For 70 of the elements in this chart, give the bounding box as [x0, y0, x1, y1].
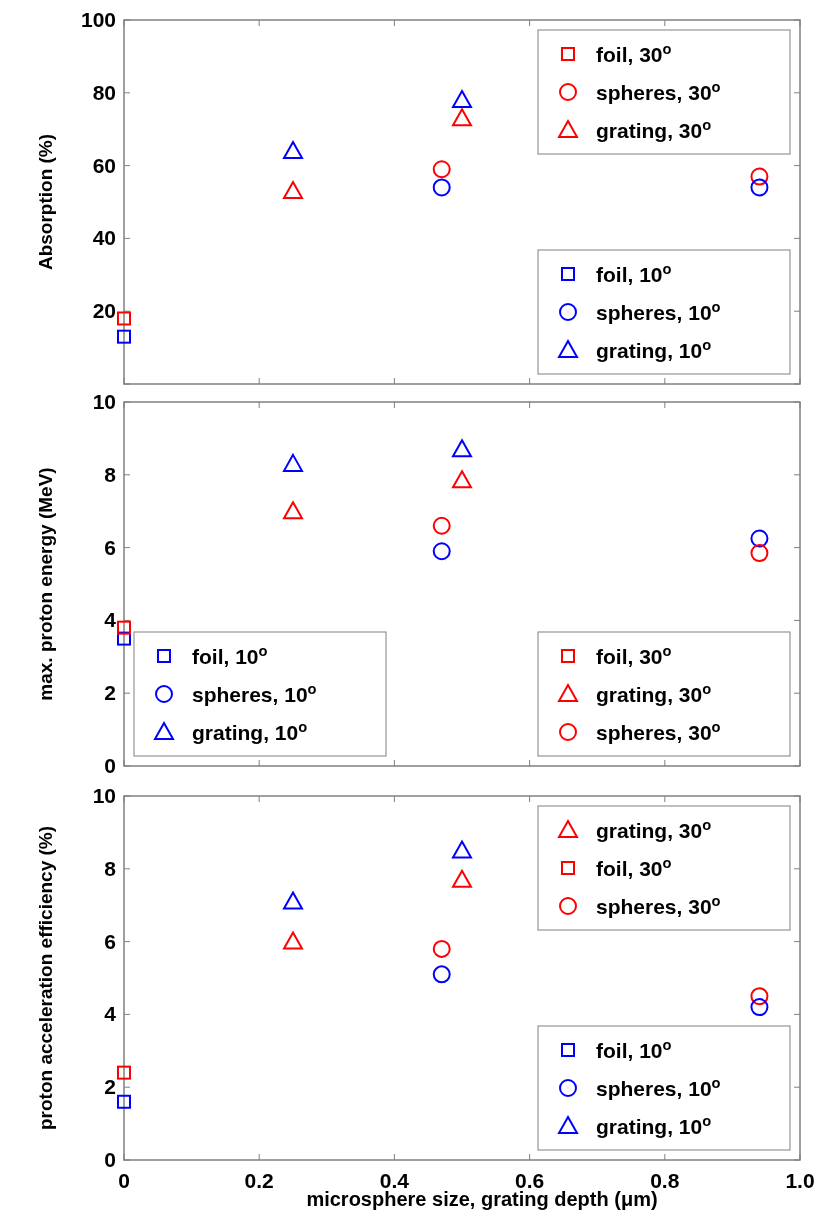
legend-label: grating, 10$^{o}$: [192, 719, 308, 744]
point: [283, 891, 303, 910]
legend-label: foil, 10$^{o}$: [596, 1037, 672, 1062]
point: [432, 160, 451, 179]
legend-label: grating, 30$^{o}$: [596, 681, 712, 706]
y-axis-title: max. proton energy (MeV): [35, 467, 56, 701]
point: [117, 311, 131, 326]
y-axis-title: proton acceleration efficiency (%): [35, 825, 56, 1131]
point: [452, 439, 472, 458]
point: [283, 931, 303, 950]
point: [750, 544, 769, 563]
point: [452, 470, 472, 489]
point: [432, 965, 451, 984]
legend-label: grating, 10$^{o}$: [596, 337, 712, 362]
y-tick-label: 0: [104, 754, 116, 777]
legend-label: foil, 30$^{o}$: [596, 41, 672, 66]
legend-label: foil, 30$^{o}$: [596, 643, 672, 668]
legend-label: foil, 30$^{o}$: [596, 855, 672, 880]
legend-label: spheres, 10$^{o}$: [596, 299, 721, 324]
y-tick-label: 6: [104, 929, 116, 953]
point: [117, 620, 131, 635]
y-tick-label: 2: [104, 1075, 116, 1099]
point: [432, 178, 451, 197]
y-tick-label: 0: [104, 1148, 116, 1171]
legend-label: spheres, 30$^{o}$: [596, 719, 721, 744]
point: [452, 108, 472, 127]
y-tick-label: 10: [92, 784, 116, 807]
y-tick-label: 8: [104, 856, 117, 880]
y-axis-title: Absorption (%): [35, 133, 56, 271]
y-tick-label: 10: [92, 390, 116, 413]
x-tick-label: 0.2: [244, 1169, 274, 1192]
x-tick-label: 1.0: [785, 1169, 815, 1192]
y-tick-label: 40: [92, 226, 116, 250]
point: [117, 1094, 131, 1109]
point: [117, 631, 131, 646]
y-tick-label: 2: [104, 681, 116, 705]
point: [750, 987, 769, 1006]
legend-label: spheres, 30$^{o}$: [596, 79, 721, 104]
point: [750, 178, 769, 197]
y-tick-label: 60: [92, 153, 116, 177]
y-tick-label: 100: [80, 8, 116, 31]
y-tick-label: 80: [92, 80, 116, 104]
legend-label: foil, 10$^{o}$: [596, 261, 672, 286]
y-tick-label: 4: [104, 1002, 117, 1026]
y-tick-label: 8: [104, 462, 117, 486]
point: [452, 869, 472, 888]
legend-label: grating, 30$^{o}$: [596, 817, 712, 842]
point: [750, 167, 769, 186]
legend-label: spheres, 10$^{o}$: [192, 681, 317, 706]
point: [283, 141, 303, 160]
point: [283, 501, 303, 520]
point: [283, 181, 303, 200]
legend-label: spheres, 10$^{o}$: [596, 1075, 721, 1100]
point: [432, 516, 451, 535]
point: [452, 90, 472, 109]
point: [750, 998, 769, 1017]
point: [452, 840, 472, 859]
point: [117, 1065, 131, 1080]
point: [750, 529, 769, 548]
point: [432, 939, 451, 958]
legend-label: spheres, 30$^{o}$: [596, 893, 721, 918]
legend-label: grating, 10$^{o}$: [596, 1113, 712, 1138]
y-tick-label: 6: [104, 535, 116, 559]
y-tick-label: 20: [92, 299, 116, 323]
y-tick-label: 4: [104, 608, 117, 632]
point: [117, 329, 131, 344]
legend-label: grating, 30$^{o}$: [596, 117, 712, 142]
point: [283, 453, 303, 472]
legend-label: foil, 10$^{o}$: [192, 643, 268, 668]
point: [432, 542, 451, 561]
